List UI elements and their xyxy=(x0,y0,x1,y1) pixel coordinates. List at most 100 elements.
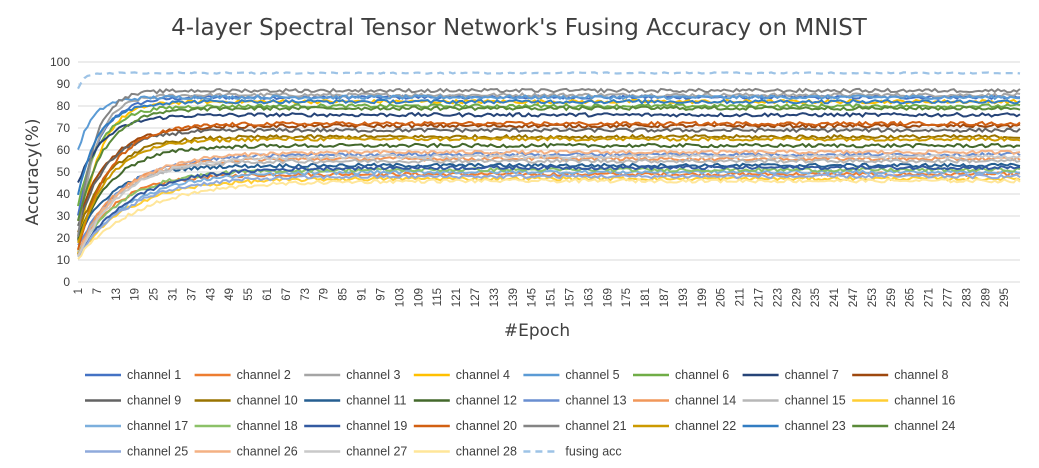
x-axis-label: #Epoch xyxy=(504,321,570,341)
x-tick-label: 157 xyxy=(564,288,576,307)
legend-label: channel 23 xyxy=(785,419,846,433)
x-tick-label: 175 xyxy=(621,288,633,307)
x-tick-label: 229 xyxy=(791,288,803,307)
legend-item: channel 10 xyxy=(194,394,298,408)
series-line-channel-9 xyxy=(77,127,1021,227)
series-line-channel-2 xyxy=(77,171,1021,251)
legend-item: fusing acc xyxy=(523,445,622,459)
legend-item: channel 20 xyxy=(413,419,517,433)
y-tick-label: 100 xyxy=(50,55,70,69)
x-tick-label: 73 xyxy=(300,288,312,301)
series-line-channel-20 xyxy=(77,120,1021,251)
legend-item: channel 24 xyxy=(852,419,955,433)
series-line-channel-14 xyxy=(77,155,1021,252)
legend: channel 1 channel 2 channel 3 channel 4 chan… xyxy=(85,368,955,459)
x-tick-label: 61 xyxy=(262,288,274,301)
x-tick-label: 193 xyxy=(678,288,690,307)
x-tick-label: 55 xyxy=(243,288,255,301)
x-tick-label: 277 xyxy=(943,288,955,307)
legend-label: channel 24 xyxy=(894,419,955,433)
legend-label: channel 10 xyxy=(237,394,298,408)
legend-item: channel 7 xyxy=(742,368,839,382)
legend-item: channel 5 xyxy=(523,368,620,382)
series-line-channel-27 xyxy=(77,153,1021,258)
series-line-channel-12 xyxy=(77,142,1021,240)
x-tick-label: 19 xyxy=(130,288,142,301)
x-tick-label: 43 xyxy=(205,288,217,301)
x-tick-label: 235 xyxy=(810,288,822,307)
legend-item: channel 12 xyxy=(413,394,517,408)
series-line-channel-5 xyxy=(77,94,1021,150)
x-tick-label: 13 xyxy=(111,288,123,301)
legend-item: channel 11 xyxy=(304,394,406,408)
legend-label: channel 28 xyxy=(456,445,517,459)
legend-item: channel 13 xyxy=(523,394,627,408)
legend-item: channel 23 xyxy=(742,419,846,433)
legend-label: channel 22 xyxy=(675,419,736,433)
x-tick-label: 145 xyxy=(527,288,539,307)
y-tick-label: 80 xyxy=(57,99,71,113)
legend-label: channel 7 xyxy=(785,368,839,382)
x-tick-label: 205 xyxy=(716,288,728,307)
legend-label: channel 1 xyxy=(127,368,181,382)
x-tick-label: 217 xyxy=(754,288,766,307)
y-axis-label: Accuracy(%) xyxy=(23,118,43,225)
x-tick-label: 271 xyxy=(924,288,936,307)
x-tick-label: 127 xyxy=(470,288,482,307)
series-line-channel-26 xyxy=(77,149,1021,256)
series-line-fusing-acc xyxy=(77,71,1021,90)
series-line-channel-19 xyxy=(77,164,1021,256)
series-line-channel-28 xyxy=(77,177,1021,260)
legend-label: channel 20 xyxy=(456,419,517,433)
x-tick-label: 265 xyxy=(905,288,917,307)
x-tick-label: 97 xyxy=(375,288,387,301)
legend-item: channel 1 xyxy=(85,368,181,382)
series-line-channel-11 xyxy=(77,162,1021,239)
y-tick-label: 60 xyxy=(57,143,71,157)
legend-label: channel 21 xyxy=(565,419,626,433)
y-tick-label: 90 xyxy=(57,77,71,91)
legend-label: channel 25 xyxy=(127,445,188,459)
series-lines xyxy=(77,71,1021,260)
legend-item: channel 9 xyxy=(85,394,181,408)
legend-label: channel 26 xyxy=(237,445,298,459)
legend-item: channel 21 xyxy=(523,419,627,433)
legend-label: channel 17 xyxy=(127,419,188,433)
x-axis-ticks: 1 7 13 19 25 31 37 43 49 55 61 67 73 79 85 91 97 103 109 11… xyxy=(73,288,1011,307)
series-line-channel-15 xyxy=(77,158,1021,253)
x-tick-label: 85 xyxy=(338,288,350,301)
series-line-channel-17 xyxy=(77,168,1021,257)
legend-label: channel 5 xyxy=(565,368,619,382)
x-tick-label: 109 xyxy=(413,288,425,307)
legend-label: channel 15 xyxy=(785,394,846,408)
y-tick-label: 70 xyxy=(57,121,71,135)
y-tick-label: 50 xyxy=(57,165,71,179)
chart-title: 4-layer Spectral Tensor Network's Fusing… xyxy=(171,15,868,41)
series-line-channel-23 xyxy=(77,98,1021,196)
x-tick-label: 31 xyxy=(168,288,180,301)
x-tick-label: 151 xyxy=(546,288,558,307)
legend-label: channel 8 xyxy=(894,368,948,382)
x-tick-label: 1 xyxy=(73,288,85,294)
legend-label: channel 3 xyxy=(346,368,400,382)
legend-label: channel 9 xyxy=(127,394,181,408)
series-line-channel-25 xyxy=(77,173,1021,258)
x-tick-label: 187 xyxy=(659,288,671,307)
series-line-channel-22 xyxy=(77,135,1021,244)
legend-item: channel 25 xyxy=(85,445,188,459)
x-tick-label: 115 xyxy=(432,288,444,306)
y-tick-label: 10 xyxy=(57,253,71,267)
legend-item: channel 16 xyxy=(852,394,955,408)
y-tick-label: 0 xyxy=(63,275,70,289)
legend-label: channel 13 xyxy=(565,394,626,408)
legend-item: channel 8 xyxy=(852,368,948,382)
legend-label: channel 14 xyxy=(675,394,736,408)
x-tick-label: 253 xyxy=(867,288,879,307)
legend-label: channel 6 xyxy=(675,368,729,382)
legend-label: channel 16 xyxy=(894,394,955,408)
x-tick-label: 199 xyxy=(697,288,709,307)
x-tick-label: 295 xyxy=(999,288,1011,307)
x-tick-label: 91 xyxy=(357,288,369,301)
legend-item: channel 2 xyxy=(194,368,291,382)
x-tick-label: 241 xyxy=(829,288,841,307)
